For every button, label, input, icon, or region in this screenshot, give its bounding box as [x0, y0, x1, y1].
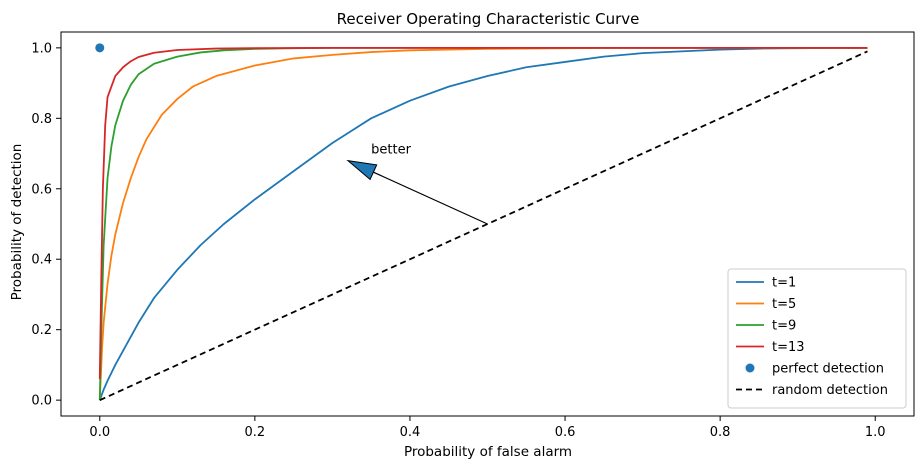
plot-area: better — [95, 43, 868, 401]
x-tick-label: 0.0 — [89, 425, 110, 440]
y-tick-label: 0.8 — [31, 112, 52, 127]
y-tick-label: 0.0 — [31, 394, 52, 409]
series-line-t-13 — [98, 46, 868, 380]
y-tick-label: 0.6 — [31, 182, 52, 197]
plot-frame — [60, 31, 915, 417]
x-tick-label: 0.6 — [555, 425, 576, 440]
chart-title: Receiver Operating Characteristic Curve — [337, 10, 640, 28]
x-tick-label: 1.0 — [865, 425, 886, 440]
x-axis-label: Probability of false alarm — [404, 444, 572, 460]
x-tick-label: 0.2 — [245, 425, 266, 440]
annotation-arrow-shaft — [373, 171, 488, 225]
y-tick-label: 0.4 — [31, 253, 52, 268]
series-line-random-detection — [99, 50, 868, 401]
legend: t=1 t=5 t=9 t=13 perfect detection random det… — [727, 268, 907, 409]
legend-label-t-13: t=13 — [772, 340, 805, 355]
legend-label-t-5: t=5 — [772, 297, 796, 312]
legend-label-t-1: t=1 — [772, 276, 796, 291]
legend-label-perfect-detection: perfect detection — [772, 362, 884, 377]
y-axis-label: Probability of detection — [9, 144, 25, 301]
x-tick-label: 0.4 — [400, 425, 421, 440]
x-tick-label: 0.8 — [710, 425, 731, 440]
y-tick-label: 1.0 — [31, 41, 52, 56]
marker-perfect-detection — [95, 43, 105, 53]
y-tick-label: 0.2 — [31, 323, 52, 338]
legend-box — [727, 268, 907, 409]
series-line-t-1 — [98, 46, 868, 401]
legend-marker-perfect-detection — [745, 363, 755, 373]
legend-label-t-9: t=9 — [772, 319, 796, 334]
legend-label-random-detection: random detection — [772, 383, 888, 398]
axes: 0.0 0.2 0.4 0.6 0.8 1.0 0.0 0.2 0.4 0.6 0.8 1.0 — [31, 31, 915, 440]
annotation-arrow-head — [346, 159, 378, 181]
annotation-label: better — [371, 143, 411, 158]
